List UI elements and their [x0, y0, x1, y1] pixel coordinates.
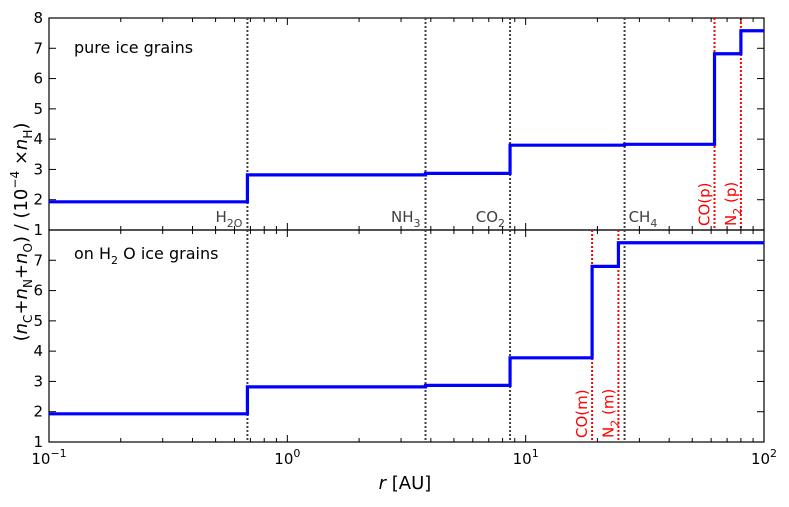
y-tick-label: 4 — [33, 342, 43, 360]
snowline-label-1-5: N2 (m) — [599, 389, 621, 438]
step-line-top — [49, 29, 764, 204]
y-tick-label: 1 — [33, 433, 43, 451]
snowline-label-0-4: CO(p) — [696, 182, 714, 226]
y-tick-label: 4 — [33, 130, 43, 148]
y-tick-label: 7 — [33, 251, 43, 269]
y-tick-label: 5 — [33, 312, 43, 330]
plot-frame — [48, 229, 765, 443]
y-tick-label: 3 — [33, 160, 43, 178]
panel-pure-ice: 1 2 3 4 5 6 7 8 H2O NH3 CO2 CH4 CO(p) N2 (p) — [33, 9, 765, 239]
x-tick-label: 10−1 — [31, 447, 66, 468]
y-tick-label: 5 — [33, 100, 43, 118]
snowline-label-0-2: CO2 — [476, 208, 505, 230]
svg-text:(nC+nN+nO) / (10−4 ×nH): (nC+nN+nO) / (10−4 ×nH) — [8, 123, 35, 342]
x-axis-label: r [AU] — [379, 473, 432, 494]
snowline-label-0-5: N2 (p) — [722, 182, 744, 226]
panel-h2o-ice: 1 2 3 4 5 6 7 CO(m) N2 (m) 10−1 100 101 102 — [31, 229, 777, 468]
y-tick-label: 6 — [33, 282, 43, 300]
y-tick-label: 1 — [33, 221, 43, 239]
y-tick-label: 2 — [33, 191, 43, 209]
y-axis-label: (nC+nN+nO) / (10−4 ×nH) — [8, 123, 35, 342]
y-tick-label: 6 — [33, 70, 43, 88]
x-tick-label: 101 — [513, 447, 539, 468]
x-tick-label: 100 — [274, 447, 300, 468]
snowline-label-0-3: CH4 — [629, 208, 658, 230]
step-line-bottom — [49, 241, 764, 416]
bottom-panel-annotation: on H2 O ice grains — [74, 244, 218, 267]
y-tick-label: 8 — [33, 9, 43, 27]
top-panel-annotation: pure ice grains — [74, 38, 193, 57]
y-tick-label: 3 — [33, 372, 43, 390]
x-tick-label: 102 — [751, 447, 777, 468]
y-tick-label: 7 — [33, 39, 43, 57]
snowline-label-0-1: NH3 — [391, 208, 421, 230]
snowline-label-1-4: CO(m) — [573, 389, 591, 438]
y-tick-label: 2 — [33, 403, 43, 421]
snowline-label-0-0: H2O — [215, 208, 242, 230]
